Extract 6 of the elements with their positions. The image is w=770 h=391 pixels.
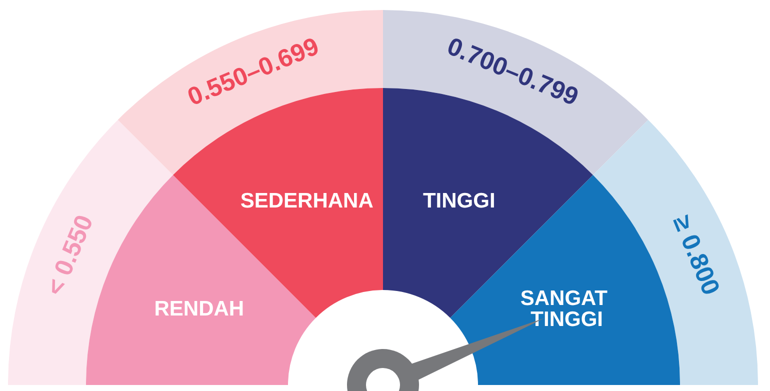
text: < 0.550 <box>40 211 99 300</box>
slice-label: TINGGI <box>422 190 496 213</box>
slice-label: RENDAH <box>154 297 244 320</box>
text: ≥ 0.800 <box>667 211 726 300</box>
slice-label: SANGAT TINGGI <box>520 286 614 331</box>
slice-label: SEDERHANA <box>240 190 374 213</box>
